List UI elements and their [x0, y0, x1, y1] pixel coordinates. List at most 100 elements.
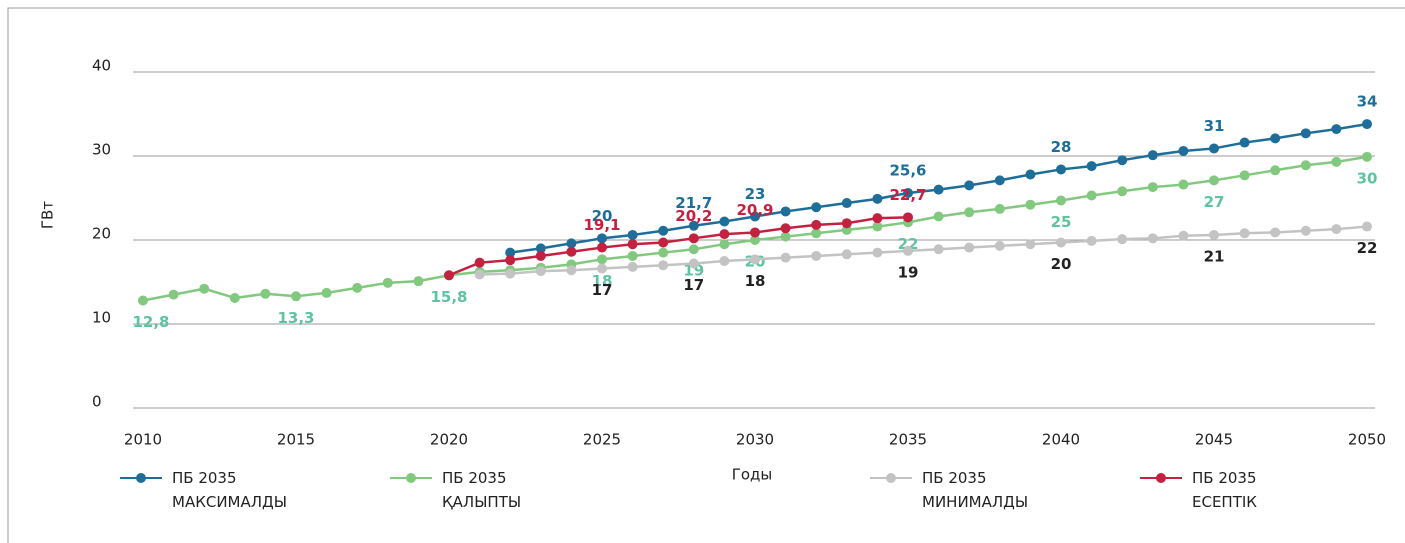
data-point: [1086, 190, 1097, 201]
data-point: [994, 203, 1005, 214]
legend-label: ПБ 2035 ЕСЕПТІК: [1192, 469, 1257, 511]
data-label: 19,1: [583, 216, 620, 234]
data-point: [841, 198, 852, 209]
data-point: [138, 295, 148, 306]
data-label: 17: [683, 276, 704, 294]
data-label: 15,8: [430, 288, 467, 306]
x-tick-label: 2030: [736, 431, 774, 449]
data-point: [1239, 170, 1250, 181]
data-point: [382, 277, 393, 288]
data-point: [1086, 235, 1097, 246]
data-point: [1025, 169, 1036, 180]
data-point: [658, 247, 669, 258]
data-point: [964, 242, 975, 253]
data-point: [1209, 229, 1219, 240]
data-point: [535, 250, 546, 261]
data-point: [1086, 161, 1097, 172]
x-tick-label: 2035: [889, 431, 927, 449]
legend-marker: [136, 473, 146, 483]
data-point: [474, 257, 485, 268]
legend-marker: [1156, 473, 1166, 483]
data-point: [291, 291, 301, 302]
data-point: [688, 233, 699, 244]
data-point: [841, 218, 852, 229]
data-point: [933, 184, 944, 195]
data-point: [719, 216, 730, 227]
x-tick-label: 2025: [583, 431, 621, 449]
data-point: [750, 254, 760, 265]
y-tick-label: 20: [92, 225, 111, 243]
data-point: [994, 175, 1005, 186]
x-tick-label: 2045: [1195, 431, 1233, 449]
data-point: [1331, 156, 1342, 167]
data-label: 20: [592, 207, 613, 225]
data-point: [260, 288, 271, 299]
data-point: [688, 220, 699, 231]
data-label: 22: [1357, 239, 1378, 257]
data-point: [719, 256, 730, 266]
data-point: [964, 207, 975, 218]
data-point: [535, 266, 546, 277]
data-point: [811, 219, 822, 230]
data-point: [1362, 119, 1372, 130]
data-point: [933, 211, 944, 222]
data-point: [658, 225, 669, 236]
x-tick-label: 2010: [124, 431, 162, 449]
data-label: 20,2: [675, 207, 712, 225]
data-point: [1147, 233, 1158, 244]
data-point: [597, 242, 607, 253]
data-point: [1209, 175, 1219, 186]
data-point: [872, 193, 883, 204]
data-point: [903, 187, 913, 198]
data-point: [1239, 137, 1250, 148]
data-point: [994, 240, 1005, 251]
data-label: 31: [1204, 117, 1225, 135]
data-point: [1239, 228, 1250, 239]
data-point: [627, 239, 638, 250]
data-point: [566, 246, 577, 257]
data-point: [168, 289, 179, 300]
data-point: [1270, 133, 1281, 144]
data-point: [811, 202, 822, 213]
data-label: 20: [1051, 255, 1072, 273]
data-point: [1362, 221, 1372, 232]
data-label: 18: [592, 272, 613, 290]
series-line: [448, 216, 909, 277]
data-label: 17: [592, 281, 613, 299]
data-point: [199, 283, 210, 294]
data-point: [719, 239, 730, 250]
data-point: [505, 268, 516, 279]
data-point: [964, 180, 975, 191]
data-point: [627, 261, 638, 272]
data-label: 23: [745, 185, 766, 203]
y-tick-label: 40: [92, 57, 111, 75]
y-tick-label: 0: [92, 393, 102, 411]
data-point: [719, 229, 730, 240]
data-point: [352, 282, 363, 293]
data-point: [413, 276, 424, 287]
data-point: [597, 263, 607, 274]
data-label: 25,6: [889, 161, 926, 179]
data-point: [229, 292, 240, 303]
data-point: [321, 287, 332, 298]
data-point: [1209, 143, 1219, 154]
data-point: [811, 250, 822, 261]
legend-label: ПБ 2035 МИНИМАЛДЫ: [922, 469, 1029, 511]
data-label: 12,8: [132, 313, 169, 331]
x-tick-label: 2040: [1042, 431, 1080, 449]
data-label: 28: [1051, 138, 1072, 156]
data-point: [566, 238, 577, 249]
data-point: [811, 228, 822, 239]
data-label: 19: [683, 262, 704, 280]
x-axis-label: Годы: [732, 466, 773, 484]
data-point: [780, 231, 791, 242]
data-label: 21: [1204, 247, 1225, 265]
y-axis-label: ГВт: [39, 201, 57, 229]
data-point: [627, 229, 638, 240]
data-label: 21,7: [675, 194, 712, 212]
data-point: [474, 269, 485, 280]
legend-marker: [886, 473, 896, 483]
data-point: [1331, 224, 1342, 235]
